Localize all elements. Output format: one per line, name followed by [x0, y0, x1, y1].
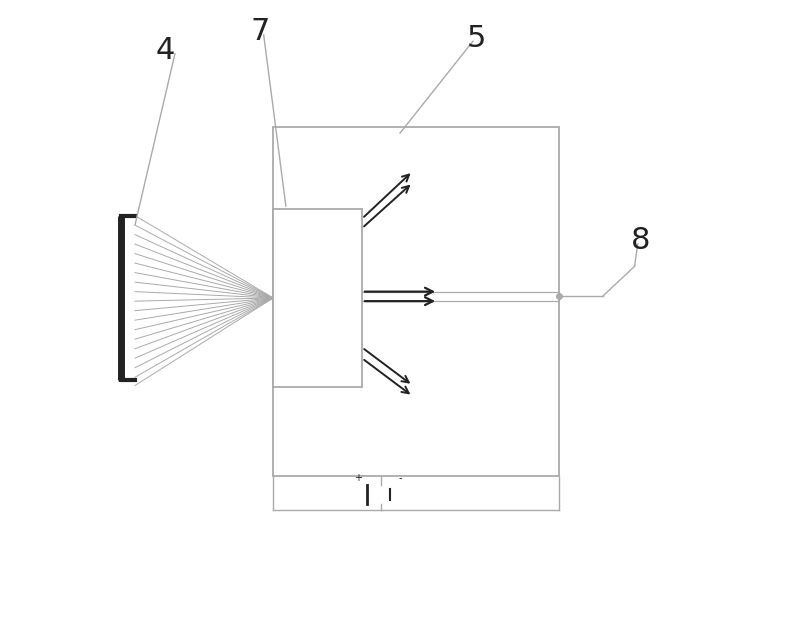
Bar — [273, 209, 362, 387]
Text: 5: 5 — [466, 23, 486, 53]
Text: +: + — [354, 473, 362, 483]
Text: 7: 7 — [251, 17, 270, 46]
Text: 8: 8 — [631, 226, 650, 256]
Text: -: - — [398, 473, 402, 483]
Bar — [273, 127, 558, 476]
Text: 4: 4 — [156, 36, 175, 65]
